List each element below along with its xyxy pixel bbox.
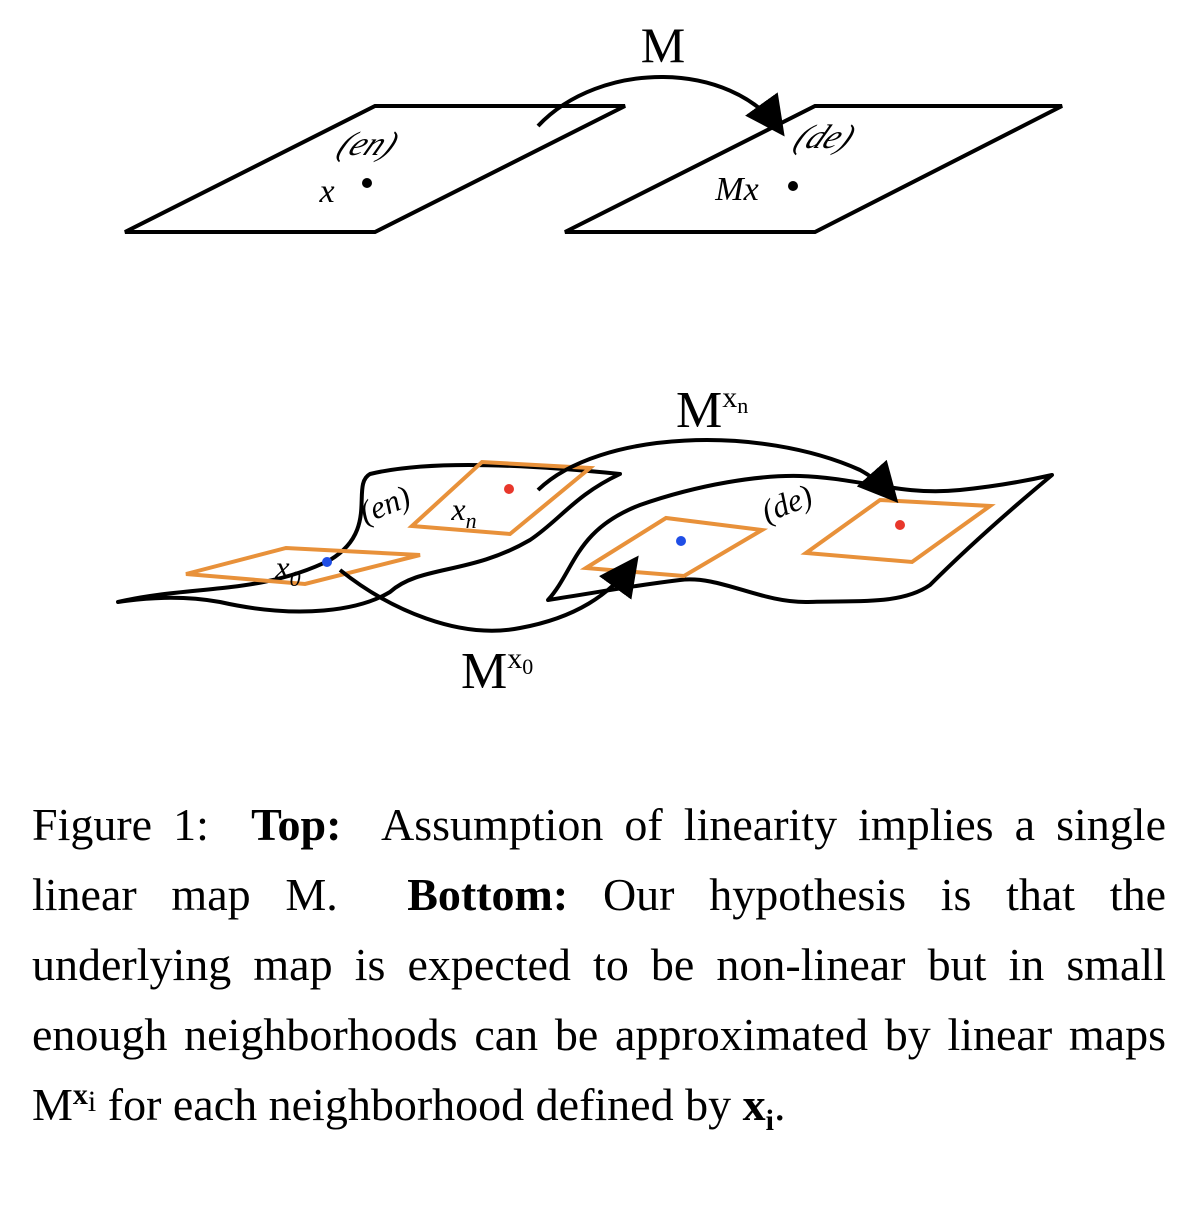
map-label-M: M <box>641 17 685 73</box>
point-x-label: x <box>318 173 334 210</box>
map-arrow-Mx0 <box>338 555 639 633</box>
de-plane <box>564 104 1063 234</box>
point-xn-label: xn <box>450 491 476 533</box>
caption-final-period: . <box>773 1079 786 1130</box>
caption-top-label: Top: <box>251 799 342 850</box>
caption-figure-label: Figure 1: <box>32 799 209 850</box>
caption-bottom-label: Bottom: <box>407 869 569 920</box>
neighborhood-xn <box>407 459 596 537</box>
de-surface <box>546 473 1054 605</box>
point-mx <box>788 181 798 191</box>
caption-top-text: Assumption of linearity implies a single… <box>32 799 1166 920</box>
point-x0-label: x0 <box>274 549 300 591</box>
point-x <box>362 178 372 188</box>
point-mx-label: Mx <box>714 171 758 208</box>
caption-final-symbol: xi <box>742 1079 774 1138</box>
map-label-Mxn: Mxn <box>676 381 748 439</box>
point-xn <box>504 484 514 494</box>
caption-top-map: M <box>285 869 327 920</box>
caption-map-symbol: Mxi <box>32 1077 97 1130</box>
map-arrow-M <box>536 75 785 137</box>
en-plane <box>124 104 626 234</box>
figure-caption: Figure 1: Top: Assumption of linearity i… <box>32 790 1166 1140</box>
point-x0 <box>322 557 332 567</box>
neighborhood-de-x0 <box>579 515 769 579</box>
caption-top-end: . <box>326 869 338 920</box>
map-label-Mx0: Mx0 <box>461 642 533 700</box>
neighborhood-de-xn <box>800 497 996 565</box>
manifold-mapping-diagram: M (en) x (de) Mx (en) (de) x0 xn Mxn <box>116 17 1063 700</box>
caption-bottom-text: Our hypothesis is that the underlying ma… <box>32 869 1167 1060</box>
point-de-xn <box>895 520 905 530</box>
map-arrow-Mxn <box>536 438 899 503</box>
top-panel: M (en) x (de) Mx <box>124 17 1063 234</box>
bottom-panel: (en) (de) x0 xn Mxn Mx0 <box>116 381 1054 700</box>
neighborhood-x0 <box>185 545 421 587</box>
caption-tail-text: for each neighborhood defined by <box>107 1079 732 1130</box>
point-de-x0 <box>676 536 686 546</box>
